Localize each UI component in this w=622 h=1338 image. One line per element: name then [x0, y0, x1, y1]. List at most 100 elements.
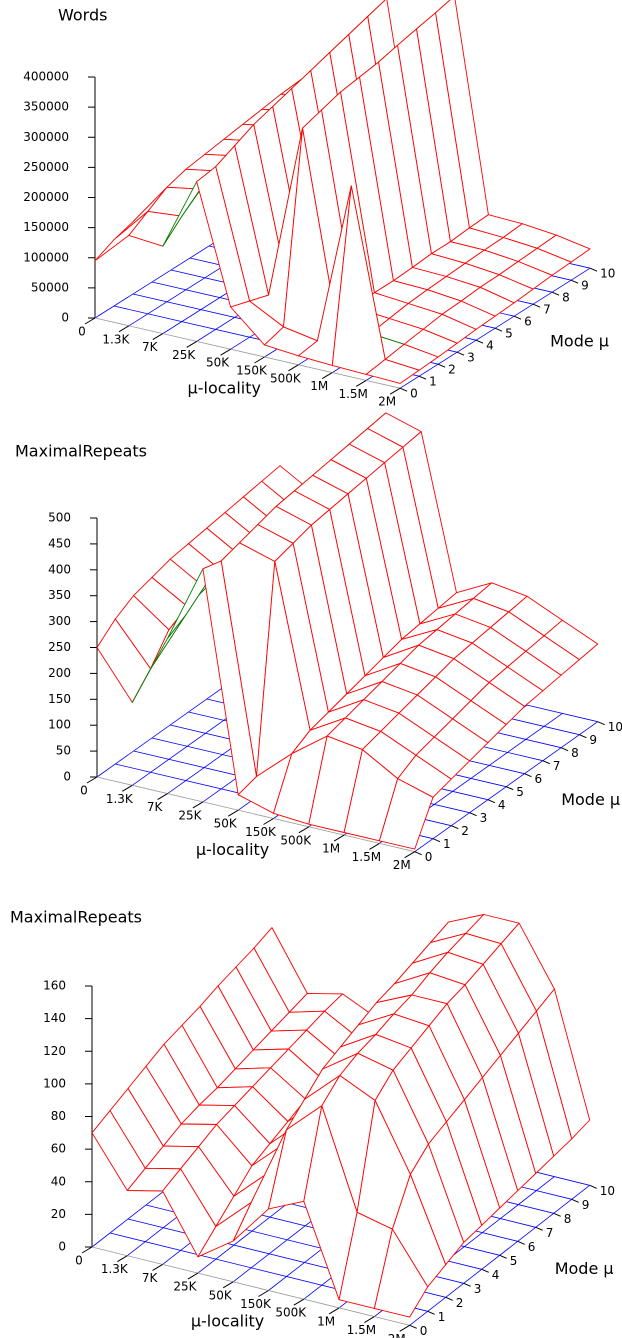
- x-tick-label: 25K: [173, 1280, 197, 1294]
- z-tick-label: 50000: [31, 280, 69, 294]
- x-tick-label: 1M: [322, 842, 340, 856]
- x-tick: [328, 1307, 340, 1315]
- z-tick-label: 400000: [23, 70, 69, 84]
- y-tick: [487, 799, 496, 804]
- y-tick: [589, 267, 598, 272]
- x-tick: [192, 801, 204, 809]
- x-tick: [355, 379, 367, 387]
- z-tick-label: 300000: [23, 130, 69, 144]
- x-tick-label: 500K: [270, 371, 302, 385]
- y-tick-label: 7: [553, 759, 561, 773]
- x-tick: [399, 1324, 410, 1332]
- y-tick-label: 2: [448, 363, 456, 377]
- y-tick-label: 10: [600, 267, 615, 281]
- x-tick: [81, 1246, 93, 1254]
- x-tick-label: 50K: [206, 356, 230, 370]
- y-tick-label: 0: [425, 850, 433, 864]
- x-tick-label: 0: [80, 784, 88, 798]
- y-tick-label: 4: [486, 339, 494, 353]
- z-tick-label: 150: [48, 692, 71, 706]
- x-tick-label: 0: [75, 1254, 83, 1268]
- x-tick-label: 1.3K: [106, 792, 134, 806]
- x-tick: [293, 1298, 305, 1306]
- surface-cell: [373, 1228, 429, 1318]
- x-tick-label: 7K: [142, 1271, 159, 1285]
- x-tick-label: 1M: [310, 379, 328, 393]
- z-tick-label: 150000: [23, 220, 69, 234]
- x-tick: [298, 826, 310, 834]
- y-tick: [597, 721, 605, 726]
- x-tick: [152, 1263, 163, 1271]
- x-tick-label: 2M: [393, 858, 411, 872]
- y-tick: [551, 291, 560, 296]
- x-tick-label: 2M: [378, 395, 396, 409]
- x-tick-label: 7K: [142, 340, 159, 354]
- y-tick: [418, 375, 427, 380]
- base-grid-line: [94, 317, 401, 389]
- z-tick-label: 100: [43, 1076, 66, 1090]
- x-tick-label: 50K: [214, 817, 238, 831]
- x-tick-label: 1.5M: [338, 387, 367, 401]
- z-tick-label: 160: [43, 979, 66, 993]
- x-tick: [222, 1281, 234, 1289]
- x-tick: [369, 842, 380, 850]
- surface-cell: [365, 358, 420, 384]
- y-tick-label: 5: [510, 1254, 518, 1268]
- x-tick-label: 1.5M: [347, 1323, 376, 1337]
- y-axis-label: Mode μ: [555, 1259, 614, 1278]
- z-tick-label: 20: [51, 1207, 66, 1221]
- x-tick-label: 25K: [172, 348, 196, 362]
- surface-chart: MaximalRepeats05010015020025030035040045…: [15, 412, 622, 872]
- surface-chart: MaximalRepeats02040608010012014016001.3K…: [10, 908, 615, 1338]
- x-tick-label: 150K: [240, 1297, 272, 1311]
- y-tick: [427, 1310, 435, 1315]
- y-tick: [469, 812, 477, 817]
- z-tick-label: 50: [56, 744, 71, 758]
- x-tick: [364, 1316, 375, 1324]
- x-tick-label: 25K: [178, 808, 202, 822]
- y-tick: [579, 734, 587, 739]
- y-tick-label: 2: [461, 824, 469, 838]
- x-tick: [186, 340, 197, 348]
- y-tick: [524, 773, 532, 778]
- x-tick: [333, 834, 345, 842]
- y-tick: [570, 279, 579, 284]
- y-tick: [463, 1282, 471, 1287]
- x-axis-label: μ-locality: [188, 379, 261, 398]
- x-tick: [118, 325, 130, 333]
- x-tick: [288, 364, 299, 372]
- y-tick: [506, 786, 514, 791]
- x-axis-label: μ-locality: [191, 1312, 264, 1331]
- x-tick: [152, 333, 164, 341]
- z-tick-label: 250: [48, 640, 71, 654]
- y-tick-label: 10: [600, 1184, 615, 1198]
- z-tick-label: 140: [43, 1011, 66, 1025]
- x-axis-label: μ-locality: [196, 840, 269, 859]
- x-tick: [86, 776, 98, 784]
- y-tick-label: 3: [467, 351, 475, 365]
- z-tick-label: 200: [48, 666, 71, 680]
- x-tick-label: 50K: [209, 1288, 233, 1302]
- x-tick: [157, 793, 168, 801]
- y-tick: [589, 1184, 597, 1189]
- x-tick: [117, 1255, 128, 1263]
- base-grid-line: [91, 1246, 410, 1326]
- x-tick-label: 150K: [245, 825, 277, 839]
- y-tick-label: 6: [528, 1240, 536, 1254]
- y-tick: [399, 387, 408, 392]
- chart-title: MaximalRepeats: [15, 442, 147, 461]
- z-tick-label: 0: [58, 1240, 66, 1254]
- y-tick-label: 3: [480, 811, 488, 825]
- y-tick-label: 9: [581, 279, 589, 293]
- x-tick: [389, 387, 401, 395]
- y-tick: [535, 1226, 543, 1231]
- chart-title: Words: [58, 6, 107, 25]
- x-tick-label: 1.3K: [101, 1262, 129, 1276]
- x-tick: [227, 809, 239, 817]
- z-tick-label: 0: [63, 770, 71, 784]
- y-tick-label: 8: [564, 1212, 572, 1226]
- y-tick: [437, 363, 446, 368]
- x-tick: [254, 356, 265, 364]
